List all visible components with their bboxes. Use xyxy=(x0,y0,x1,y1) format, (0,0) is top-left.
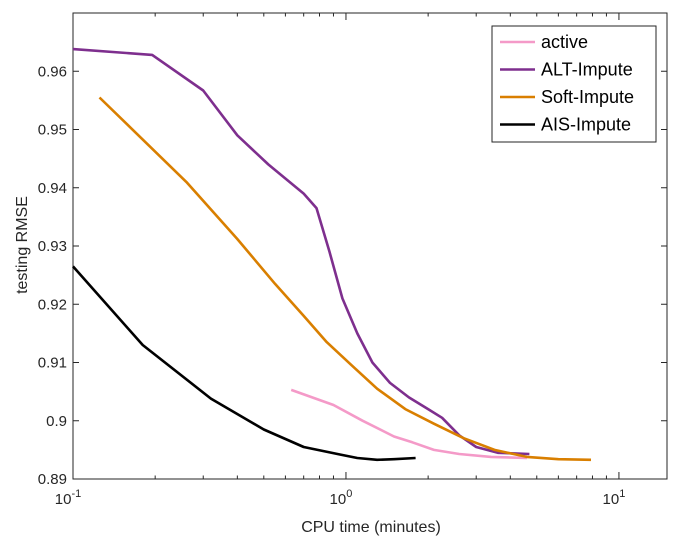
x-axis-label: CPU time (minutes) xyxy=(301,519,441,536)
series-line-ais-impute xyxy=(72,265,416,462)
legend: active ALT-Impute Soft-Impute AIS-Impute xyxy=(491,25,657,143)
x-tick-label: 100 xyxy=(330,488,353,508)
x-tick-label: 10-1 xyxy=(55,488,81,508)
y-tick-label: 0.9 xyxy=(46,413,67,430)
legend-box xyxy=(491,25,657,143)
series-layer xyxy=(72,47,592,462)
y-tick-label: 0.89 xyxy=(38,471,67,488)
y-tick-label: 0.93 xyxy=(38,238,67,255)
legend-label: ALT-Impute xyxy=(541,60,633,80)
x-tick-label: 101 xyxy=(603,488,626,508)
legend-label: active xyxy=(541,32,588,52)
y-tick-label: 0.91 xyxy=(38,355,67,372)
series-line-soft-impute xyxy=(98,96,592,462)
legend-label: AIS-Impute xyxy=(541,115,631,135)
y-tick-label: 0.94 xyxy=(38,180,67,197)
series-line-active xyxy=(290,388,527,460)
y-tick-label: 0.96 xyxy=(38,63,67,80)
y-tick-label: 0.95 xyxy=(38,122,67,139)
legend-label: Soft-Impute xyxy=(541,87,634,107)
y-axis-label: testing RMSE xyxy=(14,196,31,294)
y-tick-label: 0.92 xyxy=(38,296,67,313)
